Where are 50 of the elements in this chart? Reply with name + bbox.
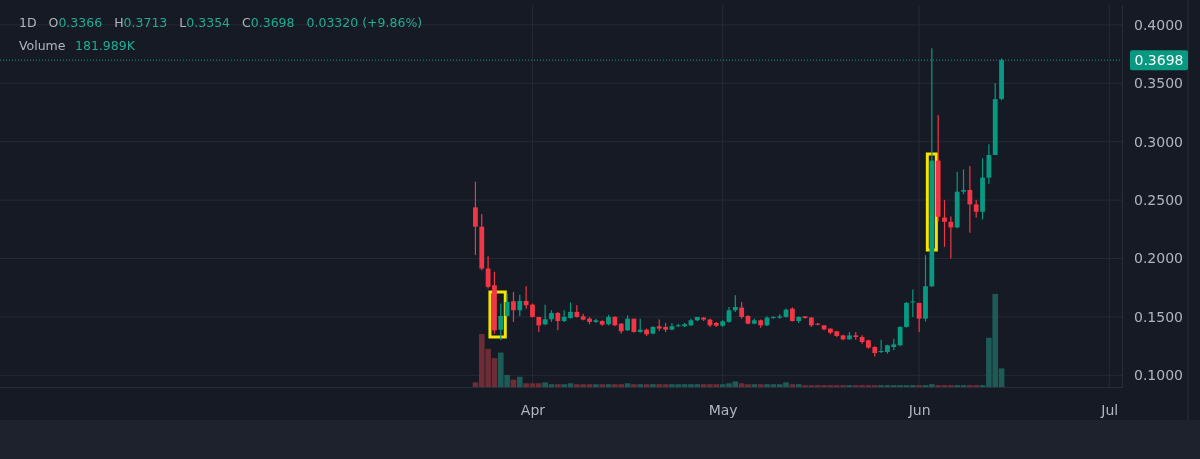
bar <box>795 384 802 387</box>
y-tick-label: 0.3500 <box>1134 75 1183 92</box>
candlestick <box>916 302 922 333</box>
candlestick <box>473 181 478 256</box>
bar <box>637 384 644 387</box>
chart-title: Volume <box>19 38 66 53</box>
bar <box>555 384 561 387</box>
annotation: L0.3354 <box>179 15 231 30</box>
candlestick <box>967 165 973 234</box>
x-tick-label: Jun <box>907 401 931 418</box>
candlestick <box>542 304 548 326</box>
bar <box>751 384 758 387</box>
annotation: C0.3698 <box>242 15 295 30</box>
candlestick <box>517 294 523 317</box>
x-tick-label: Jul <box>1100 401 1119 418</box>
candlestick <box>498 302 504 341</box>
bar <box>599 384 605 387</box>
y-tick-label: 0.1500 <box>1134 308 1183 325</box>
y-tick-label: 0.2500 <box>1134 192 1183 209</box>
bar <box>624 383 631 387</box>
x-tick-label: Apr <box>520 401 546 418</box>
candlestick <box>948 215 954 260</box>
candlestick <box>555 311 561 331</box>
y-tick-label: 0.1000 <box>1134 367 1183 384</box>
annotation: 0.03320 (+9.86%) <box>306 15 423 30</box>
x-tick-label: May <box>708 401 738 418</box>
ref-line-label: 0.3698 <box>1134 52 1184 69</box>
bar <box>757 384 764 387</box>
bar <box>650 384 656 387</box>
candlestick <box>986 143 992 185</box>
y-tick-label: 0.3000 <box>1134 133 1183 150</box>
candlestick <box>942 199 947 248</box>
annotation: H0.3713 <box>114 15 168 30</box>
text: 1D <box>19 15 37 30</box>
annotation: 181.989K <box>75 38 136 53</box>
bar <box>643 384 650 387</box>
candlestick <box>504 292 510 318</box>
bar <box>605 384 612 387</box>
bar <box>593 384 599 387</box>
candlestick <box>897 325 903 347</box>
y-tick-label: 0.4000 <box>1134 16 1183 33</box>
candlestick <box>961 168 966 195</box>
bar <box>631 384 637 387</box>
candlestick <box>511 291 516 323</box>
bar <box>789 384 796 387</box>
bar <box>517 376 523 387</box>
annotation: O0.3366 <box>48 15 103 30</box>
candlestick <box>523 285 529 310</box>
candlestick <box>910 288 916 318</box>
y-tick-label: 0.2000 <box>1134 250 1183 267</box>
